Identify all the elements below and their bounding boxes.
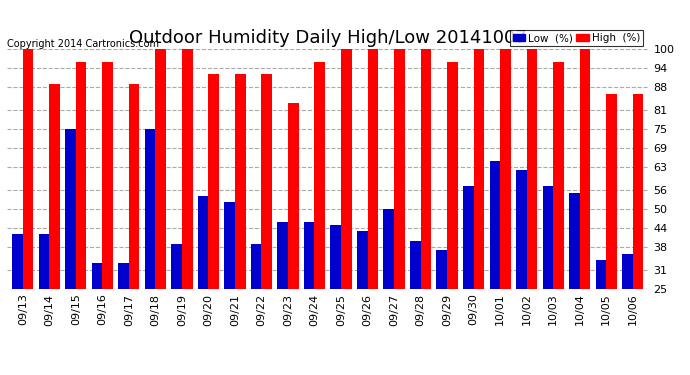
Bar bbox=[516, 170, 526, 369]
Bar bbox=[463, 186, 473, 369]
Bar bbox=[473, 49, 484, 369]
Bar bbox=[23, 49, 33, 369]
Bar bbox=[66, 129, 76, 369]
Bar bbox=[368, 49, 378, 369]
Bar bbox=[500, 49, 511, 369]
Bar bbox=[394, 49, 404, 369]
Bar bbox=[437, 251, 447, 369]
Bar bbox=[595, 260, 607, 369]
Bar bbox=[304, 222, 315, 369]
Bar bbox=[410, 241, 421, 369]
Bar bbox=[341, 49, 352, 369]
Bar bbox=[262, 74, 272, 369]
Bar bbox=[235, 74, 246, 369]
Bar bbox=[542, 186, 553, 369]
Bar bbox=[553, 62, 564, 369]
Bar bbox=[12, 234, 23, 369]
Bar bbox=[49, 84, 60, 369]
Bar bbox=[76, 62, 86, 369]
Bar bbox=[145, 129, 155, 369]
Bar bbox=[39, 234, 49, 369]
Text: Copyright 2014 Cartronics.com: Copyright 2014 Cartronics.com bbox=[7, 39, 159, 49]
Bar bbox=[580, 49, 590, 369]
Legend: Low  (%), High  (%): Low (%), High (%) bbox=[509, 30, 643, 46]
Title: Outdoor Humidity Daily High/Low 20141007: Outdoor Humidity Daily High/Low 20141007 bbox=[129, 29, 526, 47]
Bar bbox=[224, 202, 235, 369]
Bar bbox=[155, 49, 166, 369]
Bar bbox=[607, 93, 617, 369]
Bar bbox=[198, 196, 208, 369]
Bar bbox=[569, 193, 580, 369]
Bar bbox=[251, 244, 262, 369]
Bar bbox=[129, 84, 139, 369]
Bar bbox=[421, 49, 431, 369]
Bar bbox=[633, 93, 643, 369]
Bar bbox=[357, 231, 368, 369]
Bar bbox=[331, 225, 341, 369]
Bar bbox=[182, 49, 193, 369]
Bar bbox=[277, 222, 288, 369]
Bar bbox=[447, 62, 457, 369]
Bar bbox=[171, 244, 182, 369]
Bar bbox=[384, 209, 394, 369]
Bar bbox=[315, 62, 325, 369]
Bar bbox=[118, 263, 129, 369]
Bar bbox=[622, 254, 633, 369]
Bar bbox=[489, 161, 500, 369]
Bar bbox=[526, 49, 538, 369]
Bar bbox=[102, 62, 113, 369]
Bar bbox=[208, 74, 219, 369]
Bar bbox=[92, 263, 102, 369]
Bar bbox=[288, 103, 299, 369]
